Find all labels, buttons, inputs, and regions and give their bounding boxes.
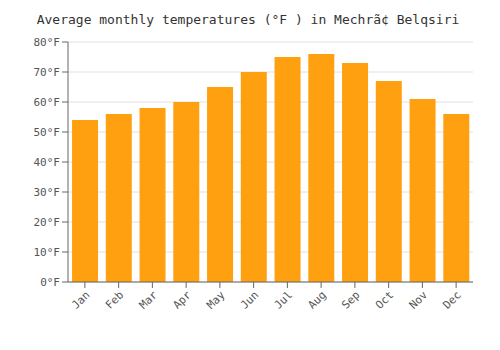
svg-text:20°F: 20°F xyxy=(34,216,61,229)
svg-text:May: May xyxy=(204,288,228,312)
svg-text:30°F: 30°F xyxy=(34,186,61,199)
html-text:Average monthly temperatures (: Average monthly temperatures (°F ) in Me… xyxy=(36,12,460,27)
svg-text:Jun: Jun xyxy=(238,288,261,311)
svg-text:Jan: Jan xyxy=(69,288,92,311)
svg-text:60°F: 60°F xyxy=(34,96,61,109)
svg-text:Jul: Jul xyxy=(272,288,295,311)
svg-text:50°F: 50°F xyxy=(34,126,61,139)
svg-text:Nov: Nov xyxy=(407,288,431,312)
svg-text:Oct: Oct xyxy=(373,288,396,311)
svg-text:Sep: Sep xyxy=(339,288,362,311)
svg-text:Feb: Feb xyxy=(103,288,126,311)
svg-text:Apr: Apr xyxy=(171,288,195,312)
svg-text:0°F: 0°F xyxy=(40,276,60,289)
svg-text:70°F: 70°F xyxy=(34,66,61,79)
svg-text:80°F: 80°F xyxy=(34,36,61,49)
svg-text:10°F: 10°F xyxy=(34,246,61,259)
svg-text:Aug: Aug xyxy=(306,288,329,311)
svg-text:Mar: Mar xyxy=(137,288,161,312)
svg-text:Dec: Dec xyxy=(441,288,464,311)
svg-text:40°F: 40°F xyxy=(34,156,61,169)
